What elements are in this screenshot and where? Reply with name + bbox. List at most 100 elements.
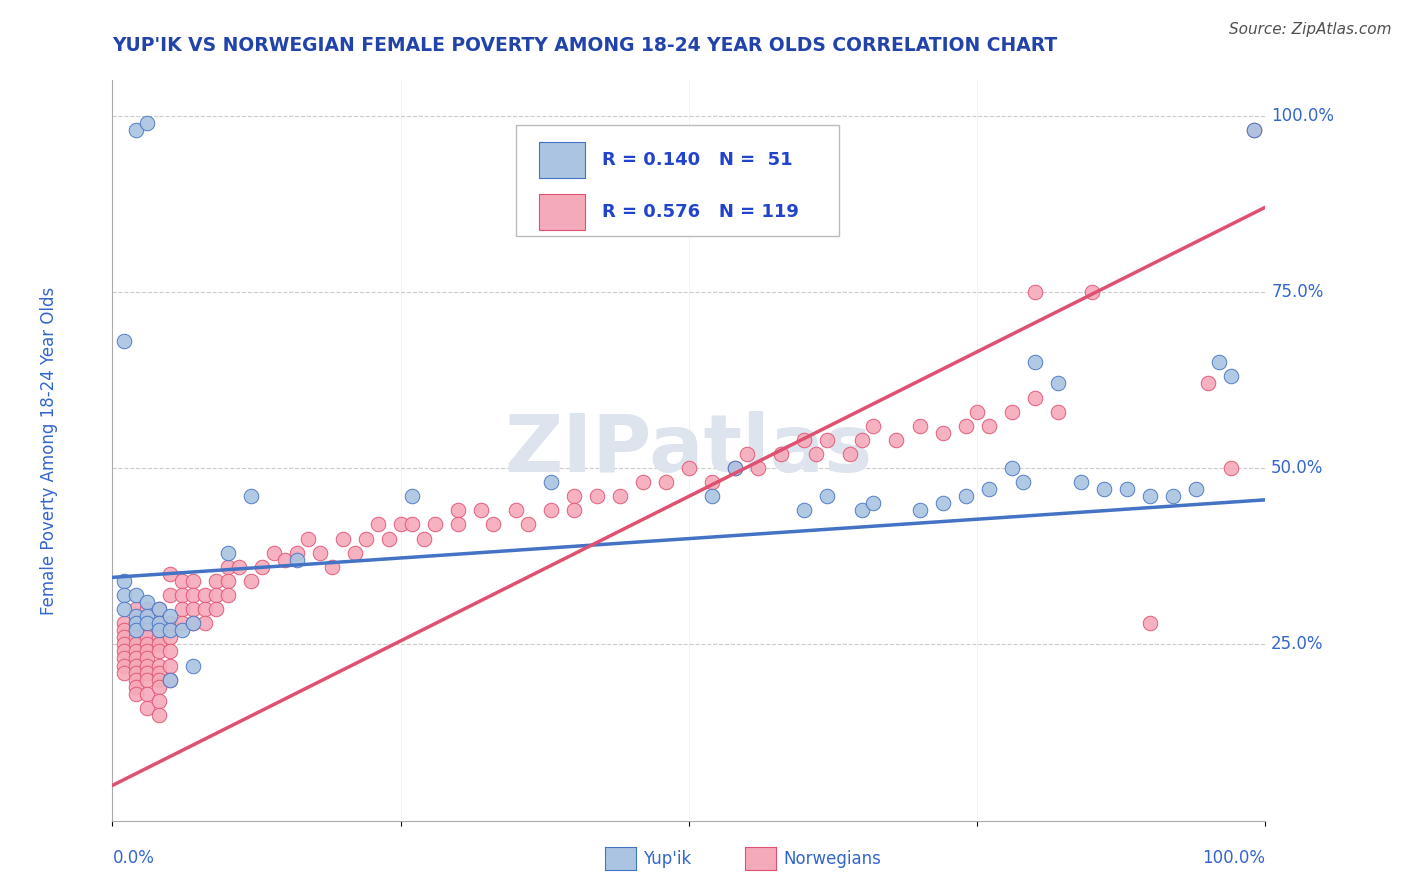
Point xyxy=(148,637,170,651)
Point xyxy=(1024,285,1046,299)
Point xyxy=(285,546,308,560)
Point xyxy=(955,418,977,433)
Point xyxy=(343,546,366,560)
Point xyxy=(401,517,423,532)
Point xyxy=(1161,489,1184,503)
Point xyxy=(112,637,135,651)
Point xyxy=(170,602,193,616)
Text: 75.0%: 75.0% xyxy=(1271,283,1323,301)
Point xyxy=(181,602,204,616)
Point xyxy=(793,433,815,447)
Point xyxy=(1219,461,1241,475)
Point xyxy=(159,630,181,644)
Point xyxy=(205,574,228,588)
Point xyxy=(181,616,204,631)
Point xyxy=(148,644,170,658)
Point xyxy=(724,461,747,475)
Point xyxy=(1001,405,1024,419)
Point xyxy=(562,503,585,517)
Point xyxy=(112,665,135,680)
Point xyxy=(124,644,146,658)
Point xyxy=(1139,489,1161,503)
Point xyxy=(354,532,377,546)
Point xyxy=(735,447,758,461)
Text: ZIPatlas: ZIPatlas xyxy=(505,411,873,490)
Point xyxy=(124,616,146,631)
Point xyxy=(170,588,193,602)
Point xyxy=(112,644,135,658)
Point xyxy=(252,559,274,574)
Point xyxy=(285,553,308,567)
Point xyxy=(124,630,146,644)
Point xyxy=(815,489,838,503)
Point xyxy=(862,496,884,510)
Point xyxy=(321,559,343,574)
Point xyxy=(1070,475,1092,490)
Point xyxy=(955,489,977,503)
Point xyxy=(205,602,228,616)
Point xyxy=(609,489,631,503)
Point xyxy=(815,433,838,447)
Point xyxy=(124,588,146,602)
Point xyxy=(631,475,654,490)
Point xyxy=(148,602,170,616)
Point xyxy=(851,503,873,517)
Point xyxy=(124,122,146,136)
Point xyxy=(205,588,228,602)
Point xyxy=(136,665,159,680)
Point xyxy=(181,658,204,673)
Point xyxy=(148,658,170,673)
Point xyxy=(112,588,135,602)
Point xyxy=(228,559,250,574)
Point xyxy=(724,461,747,475)
Point xyxy=(977,418,1000,433)
Point xyxy=(148,624,170,638)
Point xyxy=(447,503,470,517)
Point xyxy=(886,433,908,447)
Point xyxy=(839,447,862,461)
Point xyxy=(136,701,159,715)
Point xyxy=(1139,616,1161,631)
Point xyxy=(136,673,159,687)
Point xyxy=(124,609,146,624)
Point xyxy=(148,707,170,722)
Point xyxy=(1208,355,1230,369)
Point xyxy=(159,624,181,638)
Point xyxy=(1046,405,1069,419)
Point xyxy=(977,482,1000,496)
Point xyxy=(136,616,159,631)
FancyBboxPatch shape xyxy=(516,125,839,235)
Point xyxy=(1243,122,1265,136)
Point xyxy=(112,624,135,638)
Point xyxy=(136,602,159,616)
Point xyxy=(136,595,159,609)
Point xyxy=(851,433,873,447)
Point xyxy=(425,517,447,532)
Text: 25.0%: 25.0% xyxy=(1271,635,1323,653)
Point xyxy=(217,588,239,602)
Point xyxy=(112,658,135,673)
Point xyxy=(700,489,723,503)
Point xyxy=(124,624,146,638)
Point xyxy=(136,658,159,673)
Point xyxy=(540,475,562,490)
Point xyxy=(447,517,470,532)
Point xyxy=(378,532,401,546)
Point xyxy=(159,616,181,631)
Point xyxy=(1243,122,1265,136)
Point xyxy=(194,602,217,616)
Point xyxy=(367,517,389,532)
Point xyxy=(148,673,170,687)
Point xyxy=(112,616,135,631)
Point xyxy=(136,630,159,644)
Point xyxy=(112,630,135,644)
Point xyxy=(862,418,884,433)
Point xyxy=(181,574,204,588)
Point xyxy=(1024,391,1046,405)
Point xyxy=(181,616,204,631)
Point xyxy=(124,637,146,651)
Point xyxy=(136,624,159,638)
Point xyxy=(1046,376,1069,391)
Point xyxy=(159,644,181,658)
Point xyxy=(148,694,170,708)
